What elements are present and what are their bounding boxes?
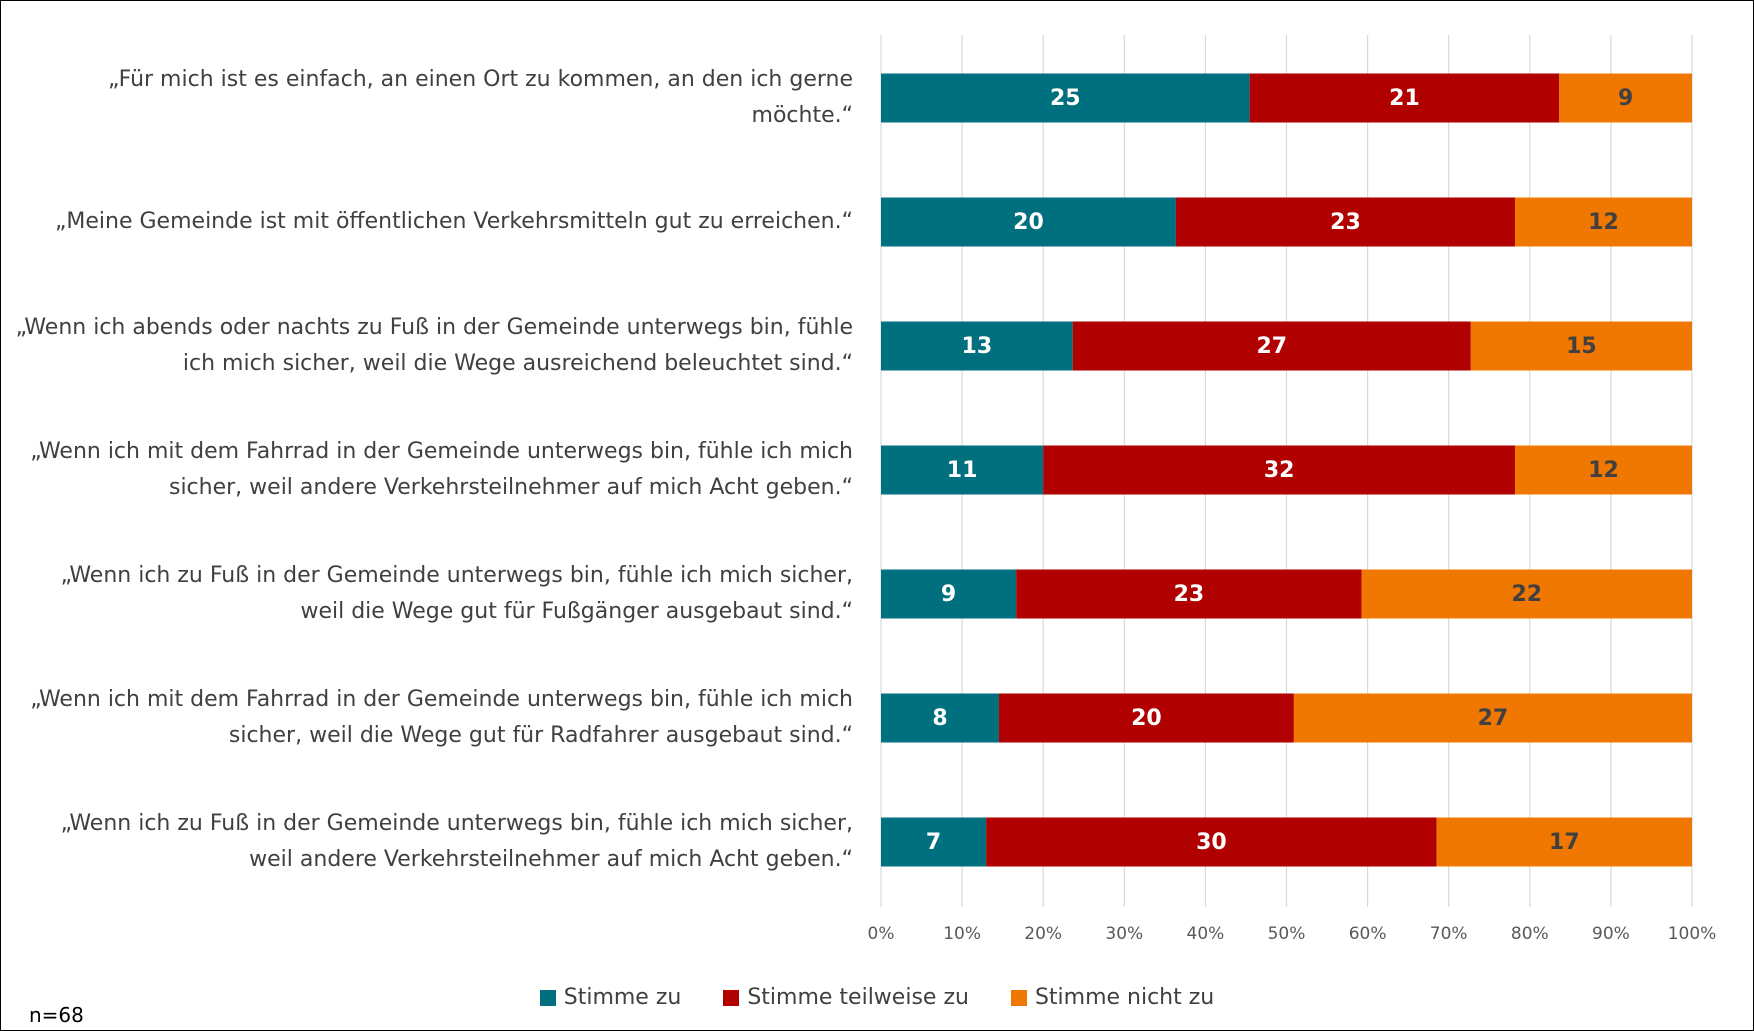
legend-item: Stimme zu [539,985,682,1010]
legend: Stimme zu Stimme teilweise zu Stimme nicht… [1,985,1753,1010]
data-label: 27 [1478,706,1509,731]
data-label: 8 [932,706,947,731]
data-label: 15 [1566,334,1597,359]
data-label: 20 [1131,706,1162,731]
x-tick-label: 30% [1105,924,1143,944]
legend-swatch [539,989,556,1006]
bar-segment [1293,693,1692,743]
legend-label: Stimme nicht zu [1034,985,1215,1010]
data-label: 12 [1588,210,1619,235]
legend-swatch [1010,989,1027,1006]
bar-segment [881,445,1044,495]
data-label: 12 [1588,458,1619,483]
legend-label: Stimme teilweise zu [747,985,969,1010]
bar-segment [1072,321,1471,371]
data-label: 27 [1256,334,1287,359]
x-tick-label: 80% [1511,924,1549,944]
category-label: „Wenn ich zu Fuß in der Gemeinde unterwe… [60,811,853,872]
legend-item: Stimme nicht zu [1010,985,1215,1010]
bar-segment [1361,569,1692,619]
x-tick-label: 100% [1668,924,1717,944]
data-label: 25 [1050,86,1081,111]
data-label: 9 [1618,86,1633,111]
bar-segment [1175,197,1516,247]
bar-segment [881,321,1073,371]
bar-segment [1515,445,1692,495]
x-tick-label: 70% [1430,924,1468,944]
x-tick-label: 0% [868,924,895,944]
category-label: „Wenn ich mit dem Fahrrad in der Gemeind… [30,439,853,500]
bar-segment [881,817,987,867]
legend-label: Stimme zu [563,985,682,1010]
bar-segment [881,73,1250,123]
data-label: 20 [1013,210,1044,235]
bar-segment [1016,569,1362,619]
bar-segment [1043,445,1516,495]
data-label: 17 [1549,830,1580,855]
category-label: „Wenn ich mit dem Fahrrad in der Gemeind… [30,687,853,748]
data-label: 7 [926,830,941,855]
x-tick-label: 90% [1592,924,1630,944]
category-label: „Wenn ich abends oder nachts zu Fuß in d… [15,315,853,376]
legend-swatch [723,989,740,1006]
legend-item: Stimme teilweise zu [723,985,969,1010]
data-label: 9 [941,582,956,607]
x-tick-label: 60% [1349,924,1387,944]
category-label: „Für mich ist es einfach, an einen Ort z… [108,67,853,128]
data-label: 21 [1389,86,1420,111]
bar-segment [1559,73,1692,123]
x-tick-label: 40% [1187,924,1225,944]
category-label: „Wenn ich zu Fuß in der Gemeinde unterwe… [60,563,853,624]
x-tick-label: 10% [943,924,981,944]
data-label: 23 [1174,582,1205,607]
bar-segment [998,693,1294,743]
bar-segment [986,817,1437,867]
x-tick-label: 20% [1024,924,1062,944]
category-label: „Meine Gemeinde ist mit öffentlichen Ver… [55,209,853,234]
data-label: 23 [1330,210,1361,235]
x-tick-label: 50% [1268,924,1306,944]
data-label: 32 [1264,458,1295,483]
data-label: 11 [947,458,978,483]
bar-segment [881,569,1017,619]
data-label: 30 [1196,830,1227,855]
sample-size-note: n=68 [29,1003,84,1027]
data-label: 22 [1511,582,1542,607]
bar-segment [1436,817,1692,867]
bar-segment [881,197,1176,247]
bar-segment [1470,321,1692,371]
bar-segment [1249,73,1560,123]
data-label: 13 [962,334,993,359]
bar-segment [881,693,999,743]
bar-segment [1515,197,1692,247]
